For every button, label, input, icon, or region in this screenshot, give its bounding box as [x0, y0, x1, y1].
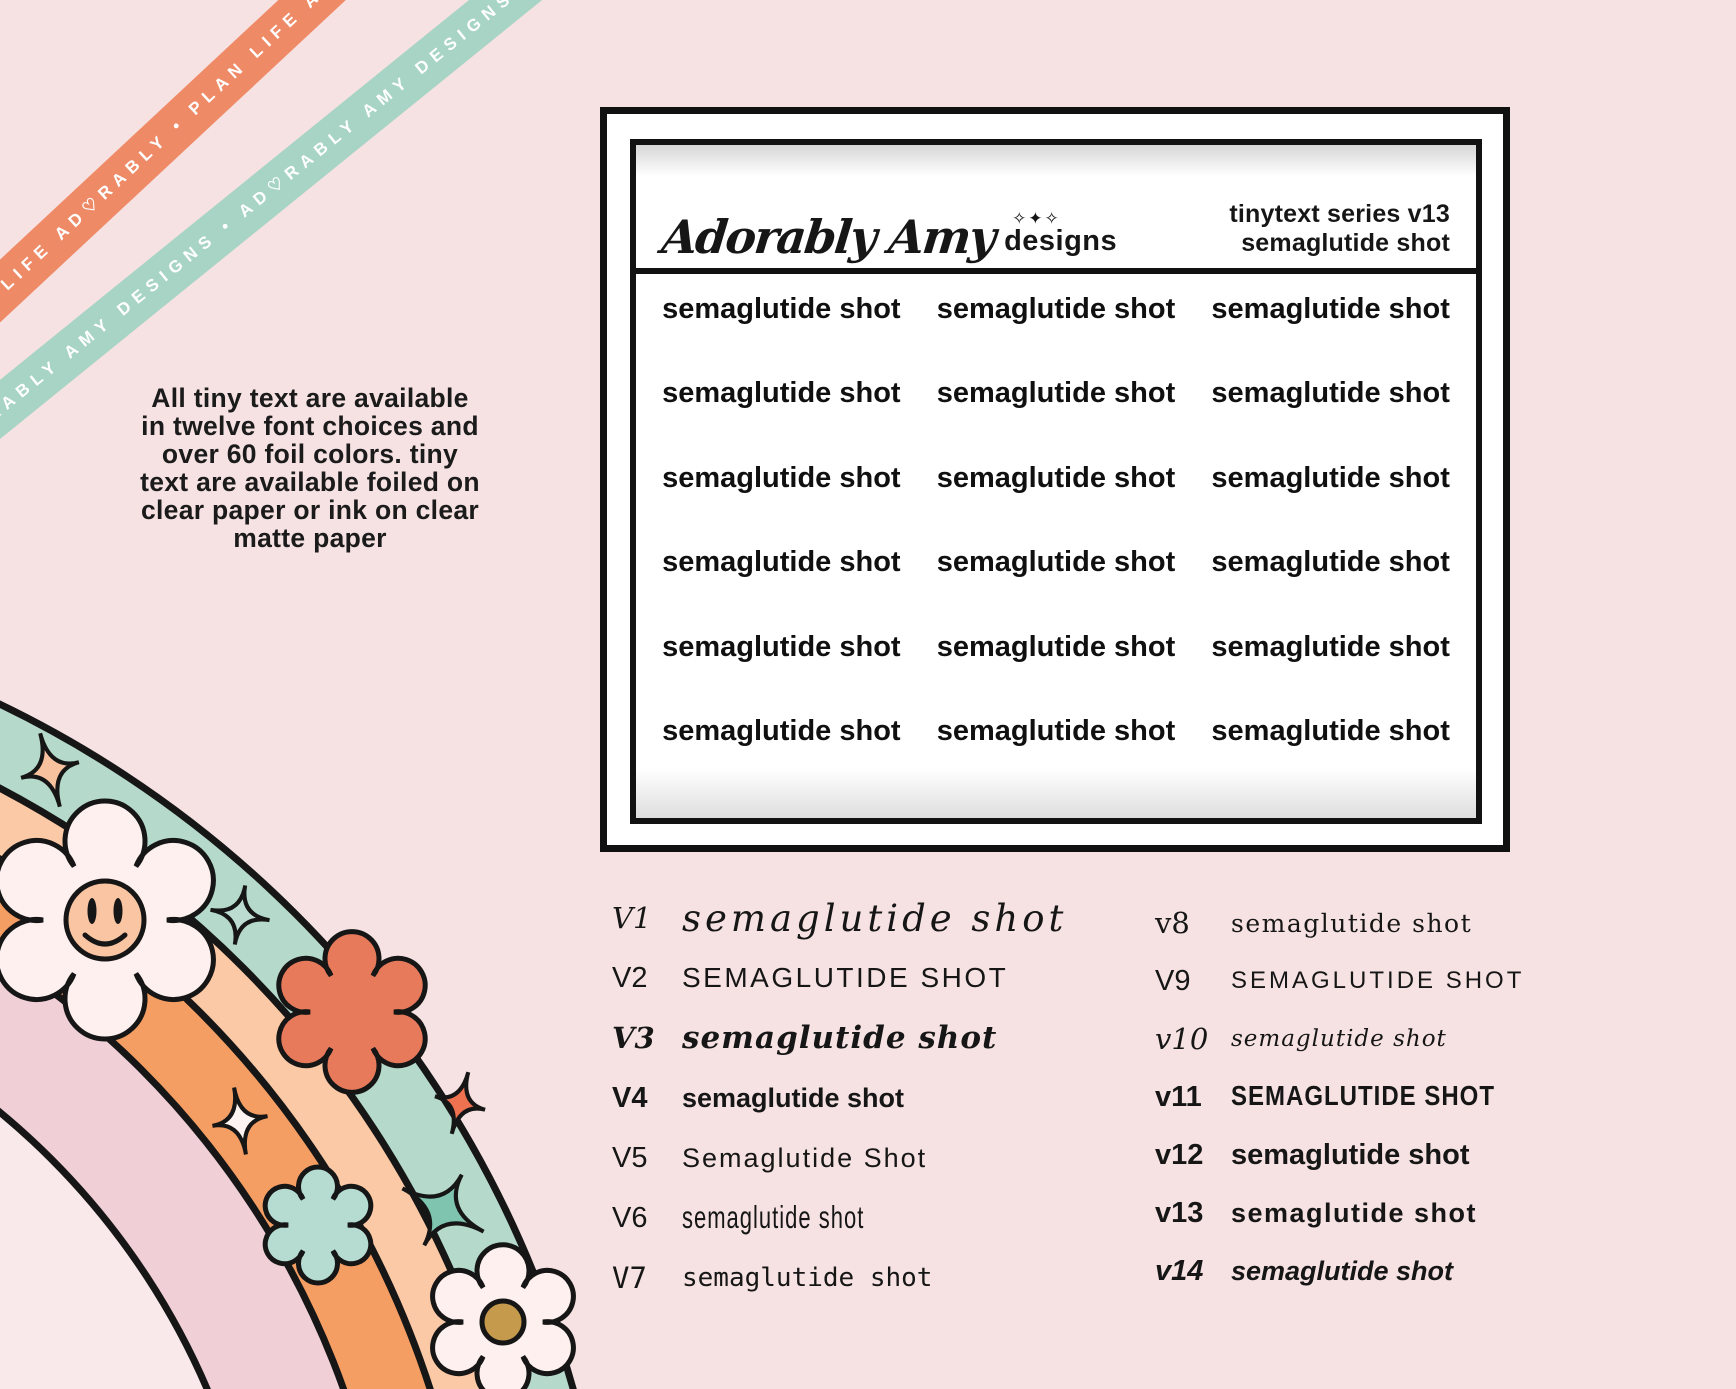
- sticker-text: semaglutide shot: [936, 377, 1176, 410]
- variant-label: v14: [1155, 1254, 1204, 1287]
- description-line: text are available foiled on: [140, 467, 480, 497]
- variant-label: v13: [1155, 1196, 1204, 1229]
- variant-label: V6: [612, 1201, 648, 1234]
- white-daisy-gold-center: [479, 1298, 527, 1346]
- smiley-mouth: [82, 932, 128, 947]
- font-variant-column-left: V1 semaglutide shot V2 semaglutide shot …: [612, 888, 1092, 1308]
- variant-sample: semaglutide shot: [682, 896, 1068, 940]
- series-title: tinytext series v13 semaglutide shot: [1229, 200, 1450, 258]
- sticker-text: semaglutide shot: [662, 461, 901, 494]
- rainbow-inner-fill: [0, 1108, 211, 1389]
- sticker-text: semaglutide shot: [1211, 715, 1450, 748]
- variant-label: V2: [612, 961, 648, 994]
- sticker-text: semaglutide shot: [1211, 630, 1450, 663]
- sticker-text: semaglutide shot: [1211, 377, 1450, 410]
- font-variant-v9: V9 semaglutide shot: [1155, 952, 1635, 1010]
- logo-suffix-wrap: ✧✦✧ designs: [1004, 209, 1118, 257]
- variant-label: V9: [1155, 964, 1191, 997]
- variant-sample: semaglutide shot: [682, 1199, 865, 1236]
- description-line: clear paper or ink on clear: [140, 495, 480, 525]
- logo-script-text: Adorably Amy: [659, 210, 997, 264]
- variant-label: v11: [1155, 1080, 1202, 1113]
- series-line-1: tinytext series v13: [1229, 200, 1450, 228]
- description-line: All tiny text are available: [151, 383, 469, 413]
- variant-sample: semaglutide shot: [1231, 1026, 1447, 1052]
- sticker-text: semaglutide shot: [1211, 546, 1450, 579]
- variant-sample: semaglutide shot: [682, 1082, 905, 1113]
- font-variant-v5: V5 semaglutide shot: [612, 1128, 1092, 1188]
- smiley-eye-right: [113, 898, 123, 924]
- font-variant-v3: V3 semaglutide shot: [612, 1008, 1092, 1068]
- sticker-text: semaglutide shot: [936, 630, 1176, 663]
- sticker-text: semaglutide shot: [1211, 292, 1450, 325]
- font-variant-v6: V6 semaglutide shot: [612, 1188, 1092, 1248]
- retro-rainbow-illustration: [0, 700, 577, 1389]
- variant-sample: semaglutide shot: [682, 1142, 928, 1173]
- variant-label: V3: [612, 1021, 655, 1055]
- variant-sample: semaglutide shot: [1231, 967, 1525, 994]
- sticker-text: semaglutide shot: [662, 377, 901, 410]
- font-variant-v10: v10 semaglutide shot: [1155, 1010, 1635, 1068]
- font-variant-column-right: v8 semaglutide shot V9 semaglutide shot …: [1155, 894, 1635, 1300]
- series-line-2: semaglutide shot: [1241, 229, 1450, 257]
- coral-flower-icon: [276, 929, 428, 1095]
- font-variant-v11: v11 semaglutide shot: [1155, 1068, 1635, 1126]
- brand-logo: Adorably Amy ✧✦✧ designs: [659, 209, 1118, 264]
- variant-sample: semaglutide shot: [682, 1263, 933, 1293]
- description-line: over 60 foil colors. tiny: [161, 439, 459, 469]
- variant-label: v12: [1155, 1138, 1204, 1171]
- sheet-header: Adorably Amy ✧✦✧ designs tinytext series…: [636, 145, 1476, 274]
- variant-sample: semaglutide shot: [682, 962, 1009, 993]
- font-variant-v14: v14 semaglutide shot: [1155, 1242, 1635, 1300]
- sticker-sheet-mockup: Adorably Amy ✧✦✧ designs tinytext series…: [600, 107, 1510, 852]
- variant-label: V5: [612, 1141, 648, 1174]
- sticker-text: semaglutide shot: [1211, 461, 1450, 494]
- sticker-grid: semaglutide shot semaglutide shot semagl…: [644, 267, 1468, 774]
- sparkles-icon: ✧✦✧: [1012, 209, 1061, 228]
- sticker-text: semaglutide shot: [936, 292, 1176, 325]
- variant-sample: semaglutide shot: [1231, 1080, 1496, 1112]
- variant-label: v8: [1155, 906, 1190, 940]
- sticker-text: semaglutide shot: [662, 630, 901, 663]
- teal-star-icon: [401, 1173, 485, 1247]
- font-variant-v2: V2 semaglutide shot: [612, 948, 1092, 1008]
- sticker-text: semaglutide shot: [662, 546, 901, 579]
- sticker-text: semaglutide shot: [662, 292, 901, 325]
- variant-label: V4: [612, 1081, 648, 1114]
- variant-label: v10: [1155, 1022, 1209, 1056]
- variant-label: V7: [612, 1261, 647, 1295]
- product-description: All tiny text are available in twelve fo…: [100, 384, 520, 552]
- font-variant-v7: V7 semaglutide shot: [612, 1248, 1092, 1308]
- smiley-eye-left: [87, 898, 97, 924]
- sticker-sheet: Adorably Amy ✧✦✧ designs tinytext series…: [630, 139, 1482, 824]
- font-variant-v1: V1 semaglutide shot: [612, 888, 1092, 948]
- smiley-daisy-face: [63, 878, 147, 962]
- variant-sample: semaglutide shot: [1231, 1255, 1454, 1286]
- variant-sample: semaglutide shot: [1231, 1138, 1470, 1171]
- sticker-text: semaglutide shot: [936, 715, 1176, 748]
- variant-sample: semaglutide shot: [1231, 1197, 1478, 1228]
- logo-suffix-text: designs: [1004, 225, 1118, 257]
- variant-sample: semaglutide shot: [682, 1020, 998, 1056]
- variant-label: V1: [612, 901, 652, 935]
- font-variant-v8: v8 semaglutide shot: [1155, 894, 1635, 952]
- font-variant-v13: v13 semaglutide shot: [1155, 1184, 1635, 1242]
- sticker-text: semaglutide shot: [662, 715, 901, 748]
- sticker-text: semaglutide shot: [936, 461, 1176, 494]
- teal-flower-icon: [262, 1164, 374, 1286]
- description-line: in twelve font choices and: [141, 411, 479, 441]
- font-variant-v12: v12 semaglutide shot: [1155, 1126, 1635, 1184]
- variant-sample: semaglutide shot: [1231, 908, 1473, 938]
- font-variant-v4: V4 semaglutide shot: [612, 1068, 1092, 1128]
- description-line: matte paper: [233, 523, 387, 553]
- sticker-text: semaglutide shot: [936, 546, 1176, 579]
